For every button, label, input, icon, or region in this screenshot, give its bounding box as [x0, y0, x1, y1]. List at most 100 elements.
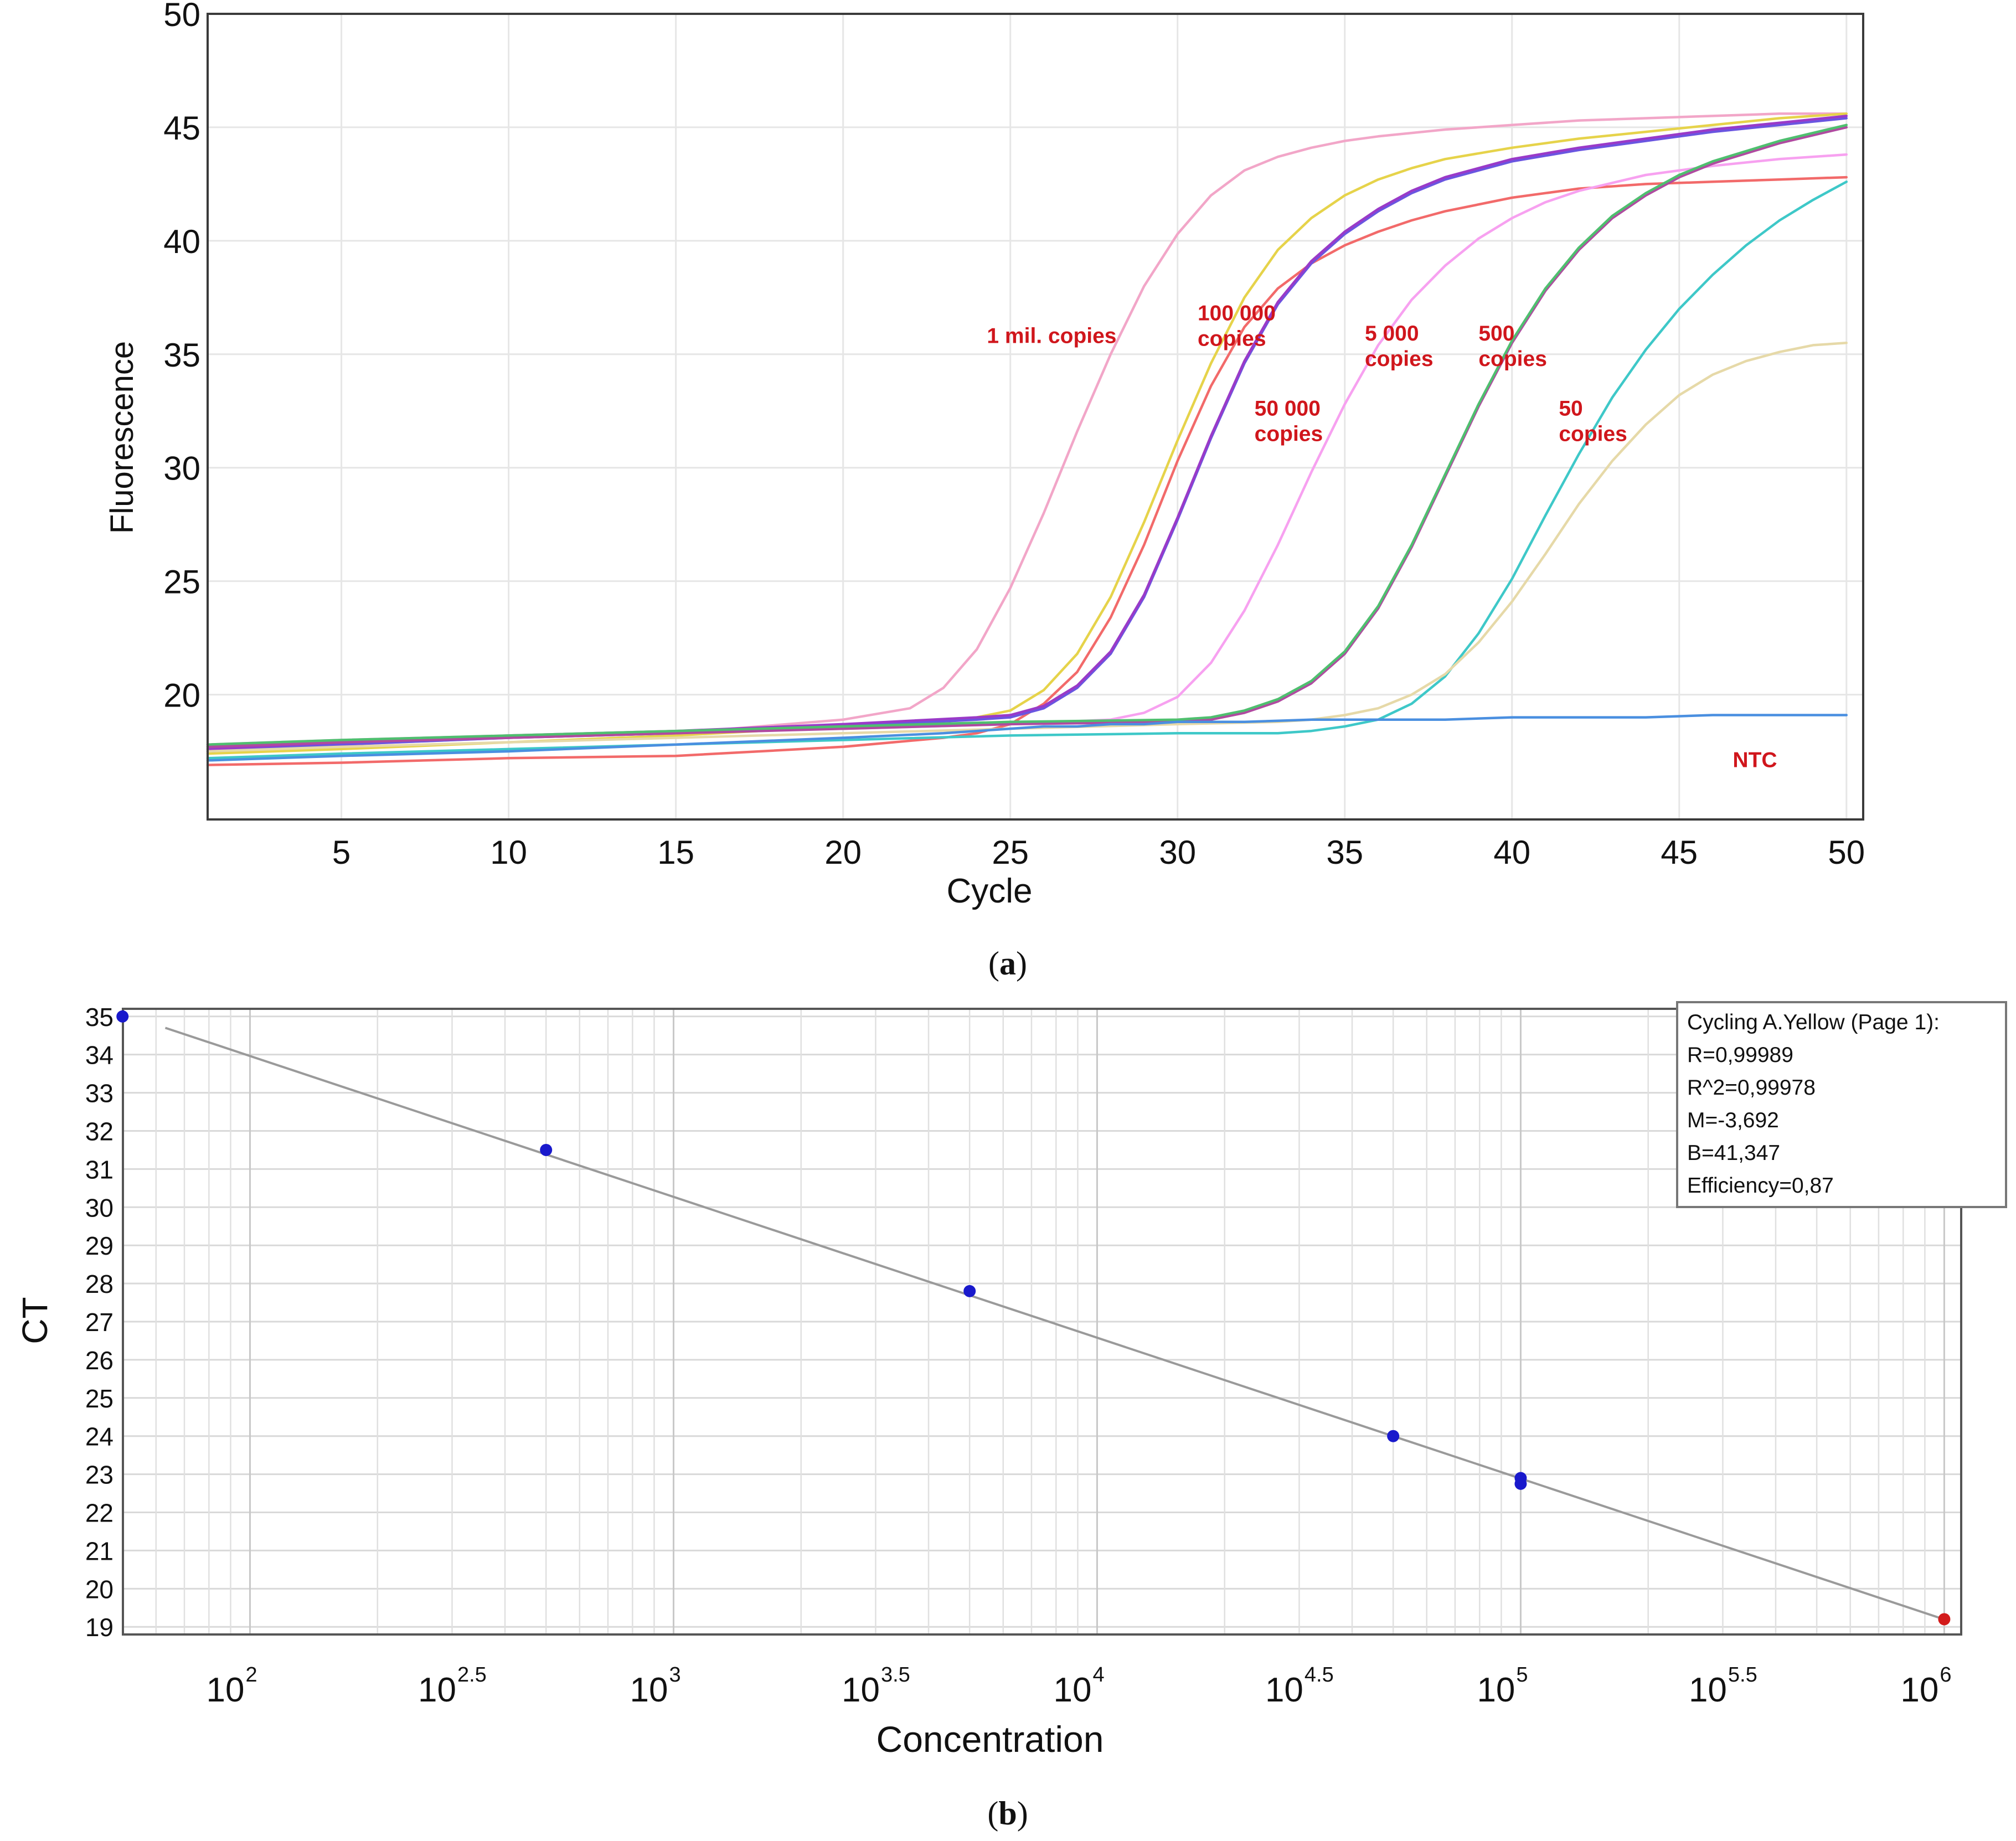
standard-point-3	[1387, 1430, 1400, 1442]
caption-a-letter: a	[999, 945, 1016, 982]
annotation-50-line: 50	[1559, 396, 1582, 420]
standard-curve-plot-frame	[122, 1008, 1962, 1636]
curve-50-copies-a	[206, 181, 1848, 760]
conc-tick-label-4: 10	[1053, 1671, 1091, 1709]
annotation-1mil: 1 mil. copies	[987, 324, 1116, 348]
y-tick-label-50: 50	[163, 0, 200, 33]
legend-efficiency: Efficiency=0,87	[1687, 1174, 1834, 1198]
x-tick-label-40: 40	[1493, 834, 1530, 871]
regression-fit-line	[164, 1027, 1945, 1621]
curve-500-copies-b	[206, 123, 1848, 746]
standard-point-6	[1938, 1613, 1951, 1626]
conc-tick-label-5: 10	[1477, 1671, 1515, 1709]
ct-tick-label-26: 26	[85, 1346, 114, 1375]
y-tick-label-30: 30	[163, 450, 200, 487]
y-tick-label-40: 40	[163, 223, 200, 260]
annotation-50-line: copies	[1559, 422, 1627, 446]
standard-point-5	[1514, 1477, 1527, 1490]
concentration-axis-label: Concentration	[876, 1719, 1104, 1760]
ct-tick-label-35: 35	[85, 1003, 114, 1032]
conc-tick-label-6: 10	[1900, 1671, 1938, 1709]
curve-50-copies-b	[206, 342, 1848, 753]
x-tick-label-45: 45	[1661, 834, 1698, 871]
ct-tick-label-28: 28	[85, 1270, 114, 1298]
standard-points	[116, 1010, 1951, 1626]
y-tick-label-25: 25	[163, 564, 200, 601]
regression-legend-box	[1676, 1001, 2007, 1208]
annotation-5000-line: 5 000	[1365, 322, 1419, 345]
ct-axis-label: CT	[15, 1297, 55, 1344]
y-tick-label-35: 35	[163, 337, 200, 374]
x-tick-label-20: 20	[824, 834, 862, 871]
amplification-plot-frame	[207, 13, 1864, 821]
conc-tick-exponent-4-5: 4.5	[1305, 1663, 1334, 1687]
annotation-ntc: NTC	[1733, 749, 1777, 772]
x-tick-label-10: 10	[490, 834, 527, 871]
amplification-chart: 20 25 30 35 40 45 50 5 10 15 20 25 30 35 40 45 50 1 mil…	[104, 0, 1865, 910]
curve-50-000-copies-b	[206, 115, 1848, 751]
legend-r-squared: R^2=0,99978	[1687, 1076, 1816, 1100]
conc-tick-label-5-5: 10	[1689, 1671, 1727, 1709]
annotation-50000-line: copies	[1255, 422, 1323, 446]
ct-tick-label-19: 19	[85, 1613, 114, 1642]
annotation-50000: 50 000 copies	[1255, 396, 1323, 446]
annotation-5000-line: copies	[1365, 347, 1434, 371]
ct-tick-label-27: 27	[85, 1308, 114, 1337]
conc-tick-label-4-5: 10	[1265, 1671, 1303, 1709]
annotation-50000-line: 50 000	[1255, 396, 1321, 420]
x-tick-label-30: 30	[1159, 834, 1196, 871]
annotation-50: 50 copies	[1559, 396, 1627, 446]
regression-line	[164, 1027, 1945, 1621]
x-tick-label-25: 25	[992, 834, 1029, 871]
curve-500-copies-a	[206, 126, 1848, 749]
conc-tick-label-2-5: 10	[418, 1671, 456, 1709]
ct-axis-ticks: 19 20 21 22 23 24 25 26 27 28 29 30 31 32 33 34 35	[85, 1003, 114, 1642]
standard-point-0	[116, 1010, 129, 1023]
standard-point-2	[963, 1285, 976, 1297]
amplification-curves	[206, 112, 1848, 766]
fluorescence-axis-label: Fluorescence	[104, 341, 140, 534]
conc-tick-exponent-3: 3	[669, 1663, 680, 1687]
annotation-500-line: 500	[1478, 322, 1514, 345]
conc-tick-exponent-4: 4	[1092, 1663, 1104, 1687]
conc-tick-exponent-2-5: 2.5	[457, 1663, 487, 1687]
ct-tick-label-30: 30	[85, 1193, 114, 1222]
ct-tick-label-34: 34	[85, 1041, 114, 1070]
annotation-1mil-line: 1 mil. copies	[987, 324, 1116, 348]
legend-intercept: B=41,347	[1687, 1141, 1780, 1165]
annotation-100000-line: 100 000	[1198, 301, 1276, 325]
regression-legend: Cycling A.Yellow (Page 1): R=0,99989 R^2…	[1676, 1001, 2007, 1208]
legend-slope: M=-3,692	[1687, 1108, 1779, 1132]
legend-r: R=0,99989	[1687, 1043, 1793, 1067]
annotation-5000: 5 000 copies	[1365, 322, 1434, 371]
curve-1-mil-copies	[206, 112, 1848, 751]
ct-tick-label-31: 31	[85, 1155, 114, 1184]
x-tick-label-5: 5	[332, 834, 350, 871]
ct-tick-label-29: 29	[85, 1231, 114, 1260]
ct-tick-label-32: 32	[85, 1117, 114, 1146]
annotation-ntc-line: NTC	[1733, 749, 1777, 772]
ct-tick-label-21: 21	[85, 1536, 114, 1565]
conc-tick-label-2: 10	[207, 1671, 245, 1709]
conc-tick-label-3: 10	[630, 1671, 668, 1709]
ct-tick-label-24: 24	[85, 1422, 114, 1451]
x-tick-label-35: 35	[1326, 834, 1363, 871]
ct-tick-label-22: 22	[85, 1499, 114, 1528]
caption-b-letter: b	[998, 1795, 1017, 1832]
y-tick-label-45: 45	[163, 110, 200, 147]
ct-tick-label-25: 25	[85, 1384, 114, 1413]
curve-100-000-copies-b	[206, 176, 1848, 766]
annotation-100000: 100 000 copies	[1198, 301, 1276, 350]
annotation-500: 500 copies	[1478, 322, 1547, 371]
caption-b: (b)	[987, 1795, 1028, 1832]
legend-title: Cycling A.Yellow (Page 1):	[1687, 1010, 1940, 1034]
x-tick-label-15: 15	[657, 834, 694, 871]
conc-tick-exponent-5-5: 5.5	[1728, 1663, 1757, 1687]
caption-a: (a)	[988, 945, 1027, 982]
ct-tick-label-23: 23	[85, 1461, 114, 1489]
conc-tick-exponent-6: 6	[1940, 1663, 1951, 1687]
y-tick-label-20: 20	[163, 677, 200, 714]
